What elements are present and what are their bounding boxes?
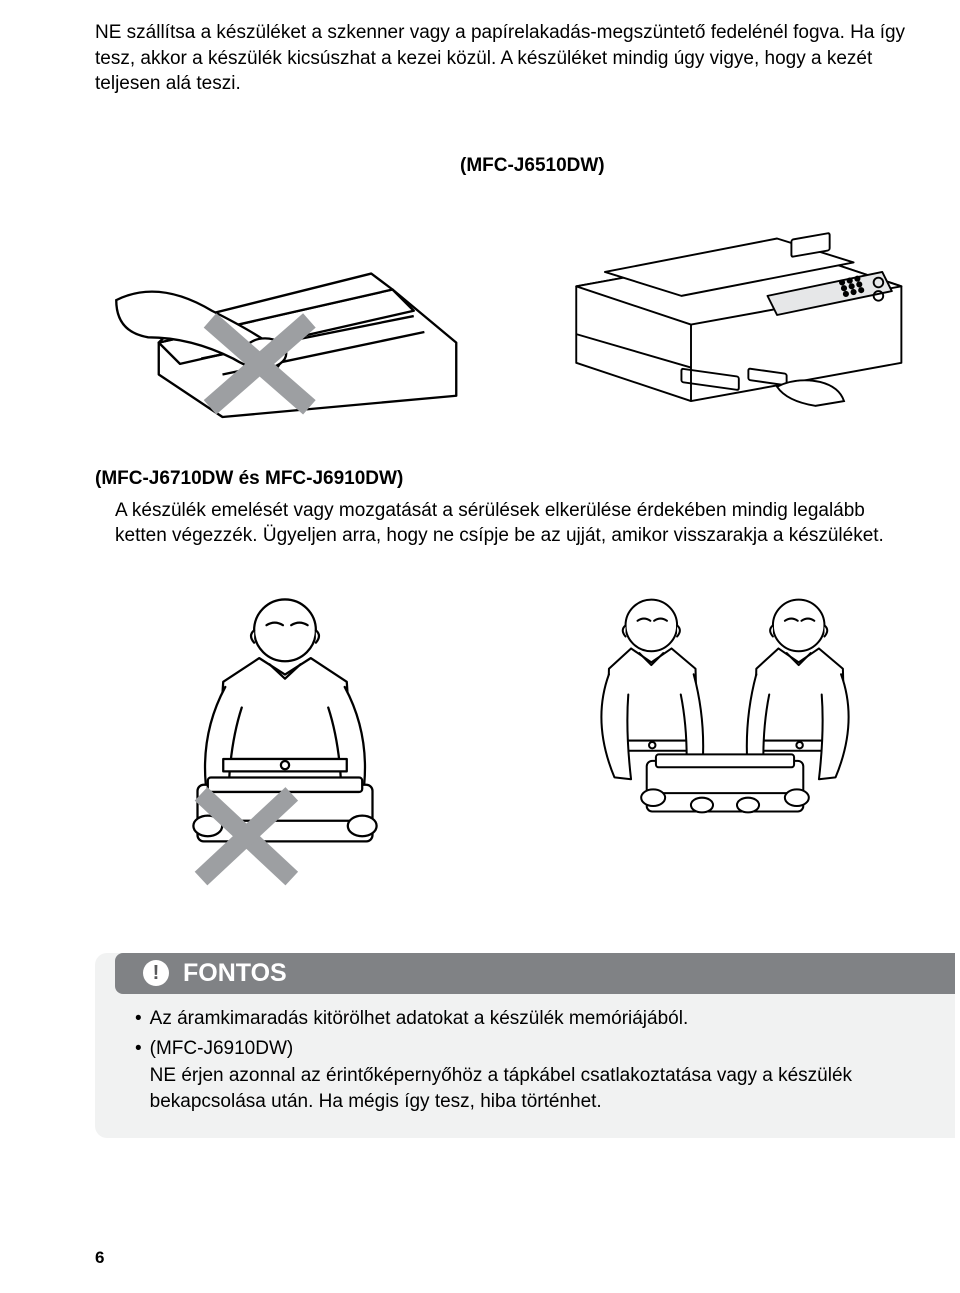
bullet-dot: • xyxy=(135,1006,142,1033)
figure-one-person-wrong xyxy=(110,584,460,893)
top-paragraph: NE szállítsa a készüléket a szkenner vag… xyxy=(0,0,960,107)
figure-row-1 xyxy=(0,132,960,448)
important-header: ! FONTOS xyxy=(115,953,955,994)
important-bullet: • Az áramkimaradás kitörölhet adatokat a… xyxy=(135,1006,925,1033)
section-two-heading: (MFC-J6710DW és MFC-J6910DW) xyxy=(95,468,920,490)
important-bullet: • (MFC-J6910DW) NE érjen azonnal az érin… xyxy=(135,1036,925,1116)
figure-row-2 xyxy=(0,559,960,913)
figure-two-persons-correct xyxy=(550,584,900,893)
bullet-text: (MFC-J6910DW) NE érjen azonnal az érintő… xyxy=(150,1036,925,1116)
bullet-dot: • xyxy=(135,1036,142,1116)
bullet-text: Az áramkimaradás kitörölhet adatokat a k… xyxy=(150,1006,689,1033)
section-two: (MFC-J6710DW és MFC-J6910DW) A készülék … xyxy=(0,448,960,559)
important-title: FONTOS xyxy=(183,959,287,988)
important-box: ! FONTOS • Az áramkimaradás kitörölhet a… xyxy=(95,953,955,1138)
important-body: • Az áramkimaradás kitörölhet adatokat a… xyxy=(95,994,955,1138)
page-number: 6 xyxy=(95,1248,104,1268)
figure-printer-correct xyxy=(538,162,921,411)
model-label-top: (MFC-J6510DW) xyxy=(460,155,605,177)
section-two-body: A készülék emelését vagy mozgatását a sé… xyxy=(95,498,920,549)
figure-scanner-wrong xyxy=(95,162,478,428)
exclamation-icon: ! xyxy=(143,960,169,986)
